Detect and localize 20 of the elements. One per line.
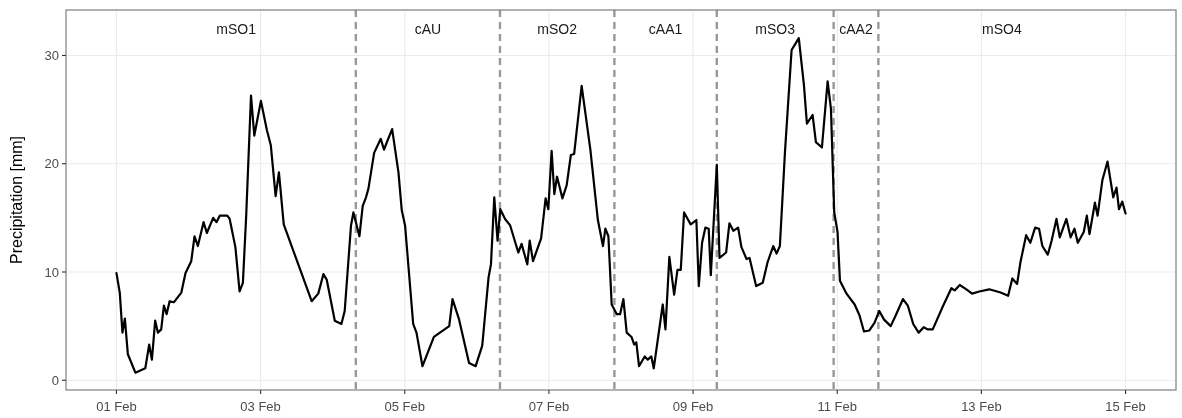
y-tick-label: 20 [44, 156, 59, 172]
x-tick-label: 15 Feb [1105, 399, 1146, 414]
annotation: mSO2 [537, 20, 578, 37]
annotation: mSO4 [982, 20, 1023, 37]
annotation: cAA2 [839, 20, 873, 37]
y-tick-label: 30 [44, 48, 59, 64]
annotation: cAA1 [648, 20, 683, 37]
x-tick-label: 03 Feb [240, 399, 281, 414]
x-tick-label: 09 Feb [672, 399, 714, 414]
x-tick-label: 01 Feb [96, 399, 137, 414]
annotation: mSO3 [755, 20, 796, 37]
annotation: cAU [414, 20, 442, 37]
x-tick-label: 07 Feb [528, 399, 570, 414]
x-tick-label: 13 Feb [961, 399, 1002, 414]
y-tick-label: 0 [51, 372, 59, 388]
x-tick-label: 05 Feb [384, 399, 426, 414]
y-tick-label: 10 [44, 264, 59, 280]
x-tick-label: 11 Feb [817, 399, 857, 414]
annotation: mSO1 [216, 20, 257, 37]
y-axis-title: Precipitation [mm] [8, 135, 25, 265]
